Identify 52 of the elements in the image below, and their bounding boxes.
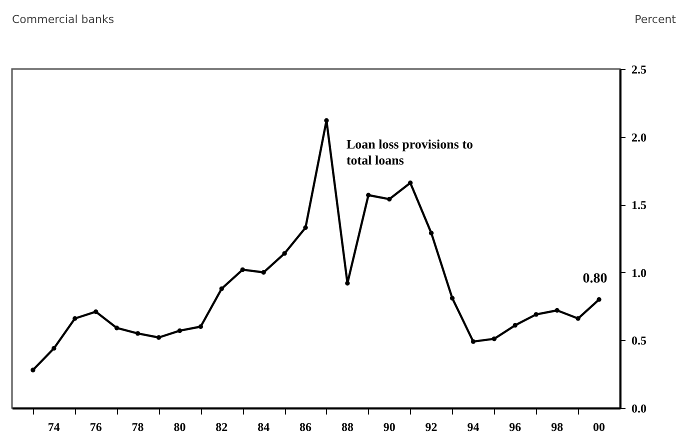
point [52,346,56,351]
point [492,336,497,342]
point [554,308,560,313]
point [177,328,182,334]
point [303,225,308,230]
series-label: Loan loss provisions to total loans [346,136,474,168]
x-tick-label: 76 [90,420,102,434]
y-tick-label: 2.0 [632,130,646,144]
x-tick-label: 82 [216,420,228,434]
y-tick-label: 0.0 [632,402,646,416]
x-tick-label: 88 [341,420,354,434]
y-tick-label: 1.5 [632,198,646,212]
point [576,316,580,321]
x-tick-label: 90 [383,420,396,434]
point [470,339,476,344]
x-tick-label: 96 [509,420,522,434]
y-axis-title: Percent [634,13,677,26]
point [261,270,266,275]
point [198,324,204,329]
point [324,118,329,123]
x-tick-label: 78 [132,420,144,434]
x-tick-label: 94 [467,420,480,434]
point [219,286,224,292]
x-tick-label: 92 [425,420,438,434]
point [114,326,120,330]
point [428,230,434,236]
y-tick-label: 2.5 [632,62,646,76]
x-tick-label: 74 [48,420,60,434]
x-tick-label: 80 [174,420,186,434]
data-label: 0.80 [582,272,608,287]
point [94,309,98,314]
point [345,280,350,286]
point [72,316,78,321]
point [282,251,287,256]
point [30,368,36,372]
y-tick-label: 1.0 [632,266,646,280]
point [387,196,392,202]
point [534,312,538,317]
y-tick-label: 0.5 [632,334,646,348]
point [512,322,518,328]
x-tick-label: 00 [593,420,606,434]
point [156,335,162,340]
x-tick-label: 98 [551,420,564,434]
point [366,192,371,198]
point [135,331,140,336]
x-tick-label: 86 [300,420,312,434]
point [408,180,413,186]
point [450,296,455,301]
x-tick-label: 84 [258,420,270,434]
chart-title: Commercial banks [12,13,114,26]
point [240,267,245,272]
point [596,297,602,302]
